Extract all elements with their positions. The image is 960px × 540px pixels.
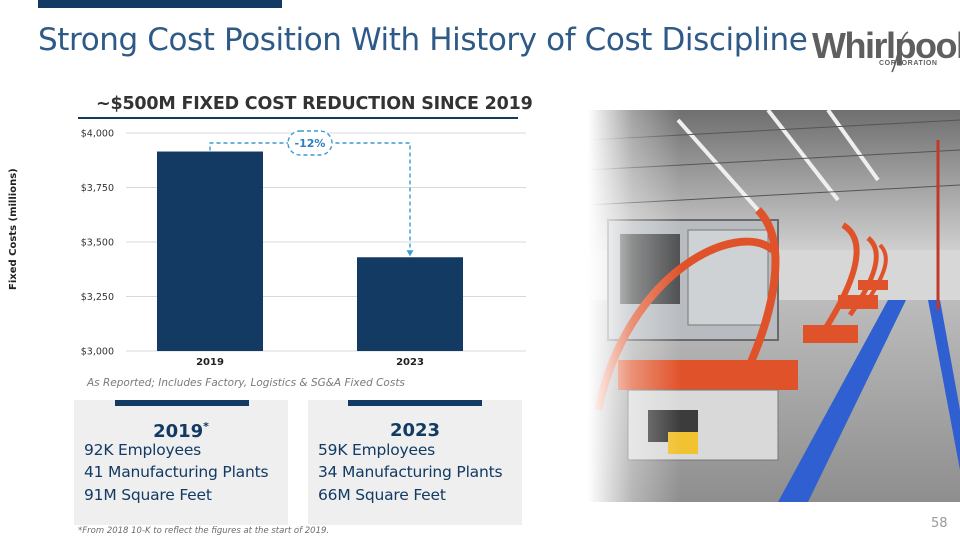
factory-photo-illustration — [588, 110, 960, 502]
top-accent-bar — [38, 0, 282, 8]
y-tick-label: $3,500 — [81, 238, 114, 249]
panel-year-2019: 2019* — [153, 420, 209, 442]
factory-assembly-line-photo — [588, 110, 960, 502]
whirlpool-logo: Whirlpool CORPORATION — [812, 26, 960, 76]
x-tick-label: 2023 — [396, 357, 424, 368]
y-tick-label: $3,000 — [81, 347, 114, 358]
bar — [157, 151, 263, 351]
footnote: *From 2018 10-K to reflect the figures a… — [78, 526, 330, 536]
fixed-cost-bar-chart: $3,000 $3,250 $3,500 $3,750 $4,000 2019 2023 -1… — [81, 129, 526, 368]
x-tick-label: 2019 — [196, 357, 224, 368]
logo-swoosh-icon — [891, 31, 909, 73]
page-title: Strong Cost Position With History of Cos… — [38, 22, 808, 58]
y-tick-label: $3,750 — [81, 183, 114, 194]
subtitle-underline — [78, 117, 518, 119]
panel-2023-employees: 59K Employees — [318, 441, 436, 459]
panel-2023-plants: 34 Manufacturing Plants — [318, 463, 503, 481]
panel-2023: 2023 59K Employees 34 Manufacturing Plan… — [308, 400, 522, 525]
reduction-percent-label: -12% — [295, 137, 326, 150]
panel-2019-plants: 41 Manufacturing Plants — [84, 463, 269, 481]
chart-note: As Reported; Includes Factory, Logistics… — [87, 377, 405, 389]
panel-2019: 2019* 92K Employees 41 Manufacturing Pla… — [74, 400, 288, 525]
reduction-badge — [287, 130, 333, 156]
panel-year-2023: 2023 — [389, 420, 441, 441]
logo-wordmark: Whirlpool — [812, 25, 960, 66]
y-tick-label: $4,000 — [81, 129, 114, 140]
y-axis-title: Fixed Costs (millions) — [8, 168, 19, 290]
y-tick-label: $3,250 — [81, 292, 114, 303]
panel-tab-2023 — [348, 400, 482, 406]
panel-2019-employees: 92K Employees — [84, 441, 202, 459]
panel-tab-2019 — [115, 400, 249, 406]
bar — [357, 257, 463, 351]
reduction-arrowhead — [406, 250, 414, 257]
panel-2019-square-feet: 91M Square Feet — [84, 486, 212, 504]
page-number: 58 — [931, 516, 948, 531]
panel-2023-square-feet: 66M Square Feet — [318, 486, 446, 504]
chart-subtitle: ~$500M FIXED COST REDUCTION SINCE 2019 — [96, 94, 533, 114]
panel-year-marker: * — [203, 420, 209, 433]
logo-corporation-text: CORPORATION — [879, 60, 938, 67]
